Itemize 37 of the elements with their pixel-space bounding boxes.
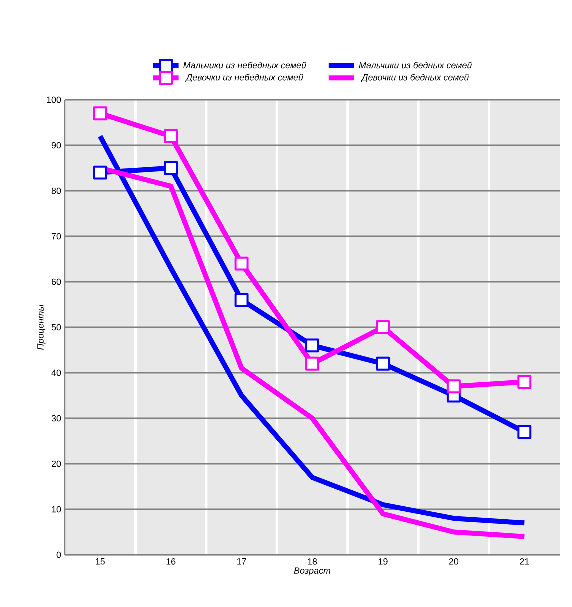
point <box>234 293 249 308</box>
y-axis-title: Проценты <box>38 304 46 350</box>
point <box>164 129 178 144</box>
y-tick-label: 40 <box>52 370 62 376</box>
legend-label: Девочки из бедных семей <box>361 74 470 82</box>
point <box>306 356 320 371</box>
y-tick-label: 100 <box>47 96 62 104</box>
y-tick-label: 10 <box>52 506 62 513</box>
x-tick-label: 19 <box>378 558 388 565</box>
x-tick-label: 17 <box>237 558 246 565</box>
point <box>234 256 249 271</box>
x-axis-title: Возраст <box>294 568 331 576</box>
point <box>164 161 178 176</box>
y-tick-label: 70 <box>52 233 62 240</box>
y-tick-label: 60 <box>52 278 62 286</box>
point <box>518 425 532 440</box>
y-tick-label: 80 <box>52 188 62 194</box>
point <box>518 375 532 390</box>
legend-label: Мальчики из небедных семей <box>184 62 306 69</box>
legend-label: Девочки из небедных семей <box>185 74 304 82</box>
point <box>306 338 320 353</box>
x-tick-label: 20 <box>449 558 459 565</box>
point <box>446 380 461 394</box>
x-tick-label: 18 <box>308 558 318 565</box>
point <box>93 166 108 180</box>
y-tick-label: 0 <box>56 552 62 558</box>
point <box>93 106 108 121</box>
point <box>376 320 390 334</box>
y-tick-label: 90 <box>52 142 62 149</box>
legend-label: Мальчики из бедных семей <box>359 62 472 69</box>
x-tick-label: 15 <box>96 558 105 565</box>
y-tick-label: 30 <box>52 415 62 422</box>
point <box>376 356 390 371</box>
y-tick-label: 50 <box>52 324 62 331</box>
x-tick-label: 16 <box>166 558 176 565</box>
y-tick-label: 20 <box>52 460 62 468</box>
x-tick-label: 21 <box>520 558 530 565</box>
